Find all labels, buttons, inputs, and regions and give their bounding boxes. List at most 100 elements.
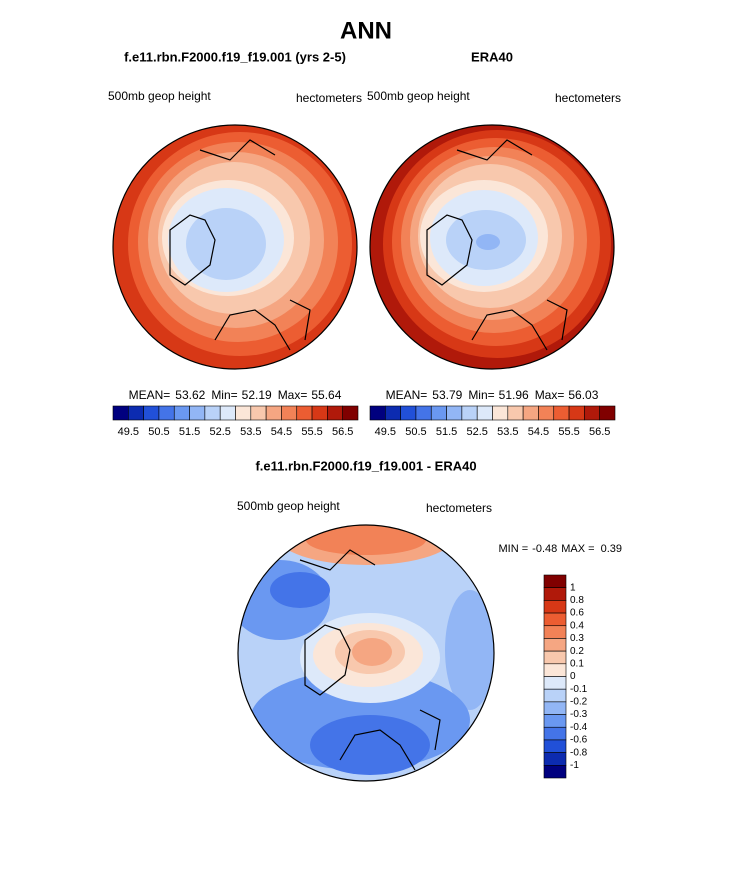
units-label: hectometers — [296, 91, 362, 105]
colorbar-box — [204, 405, 221, 421]
colorbar-box — [543, 714, 567, 728]
panel-title: f.e11.rbn.F2000.f19_f19.001 (yrs 2-5) — [124, 49, 346, 64]
panel-title: ERA40 — [471, 49, 513, 64]
colorbar-label: 50.5 — [405, 426, 426, 438]
stats: MIN = -0.48 MAX = 0.39 — [499, 543, 622, 555]
colorbar-box — [543, 600, 567, 614]
units-label: hectometers — [426, 501, 492, 515]
colorbar-box — [400, 405, 417, 421]
colorbar-box — [543, 739, 567, 753]
panel-title: f.e11.rbn.F2000.f19_f19.001 - ERA40 — [255, 458, 476, 473]
variable-label: 500mb geop height — [108, 89, 211, 103]
stat-label: MIN = — [499, 543, 529, 555]
colorbar-label: -1 — [570, 760, 579, 771]
stat-label: MEAN= — [386, 388, 428, 402]
colorbar-box — [543, 612, 567, 627]
stat-value: 56.03 — [568, 388, 598, 402]
colorbar-box — [415, 405, 432, 421]
colorbar-label: -0.1 — [570, 684, 588, 695]
colorbar-box — [296, 405, 313, 421]
colorbar-label: 52.5 — [209, 426, 230, 438]
stat-label: MAX = — [561, 543, 594, 555]
stats: MEAN= 53.79 Min= 51.96 Max= 56.03 — [386, 388, 599, 402]
colorbar-label: 0.4 — [570, 620, 584, 631]
variable-label: 500mb geop height — [367, 89, 470, 103]
colorbar-label: 0.1 — [570, 658, 584, 669]
colorbar-label: 49.5 — [375, 426, 396, 438]
stat-label: Max= — [535, 388, 565, 402]
colorbar-label: 53.5 — [497, 426, 518, 438]
stat-value: -0.48 — [532, 543, 557, 555]
colorbar-label: 52.5 — [466, 426, 487, 438]
map-right — [369, 124, 615, 370]
colorbar-box — [543, 650, 567, 665]
colorbar-box — [492, 405, 509, 421]
colorbar-box — [430, 405, 447, 421]
stat-value: 55.64 — [311, 388, 341, 402]
colorbar-box — [507, 405, 524, 421]
colorbar-label: 54.5 — [528, 426, 549, 438]
colorbar-label: 55.5 — [558, 426, 579, 438]
colorbar-box — [543, 625, 567, 639]
colorbar-box — [476, 405, 493, 421]
stat-label: Max= — [278, 388, 308, 402]
colorbar-label: 53.5 — [240, 426, 261, 438]
colorbar-box — [158, 405, 175, 421]
colorbar-box — [369, 405, 386, 421]
colorbar-box — [342, 405, 359, 421]
colorbar-box — [543, 676, 567, 690]
colorbar-box — [543, 663, 567, 677]
colorbar-box — [128, 405, 144, 421]
colorbar-box — [250, 405, 267, 421]
colorbar-label: 0.8 — [570, 595, 584, 606]
stat-value: 53.62 — [175, 388, 205, 402]
colorbar-box — [281, 405, 298, 421]
colorbar-box — [173, 405, 190, 421]
colorbar-label: 0.2 — [570, 646, 584, 657]
colorbar-label: 0.3 — [570, 633, 584, 644]
colorbar-label: 0 — [570, 671, 576, 682]
units-label: hectometers — [555, 91, 621, 105]
stat-label: Min= — [211, 388, 237, 402]
colorbar-label: 55.5 — [301, 426, 322, 438]
colorbar-label: -0.8 — [570, 747, 588, 758]
colorbar-box — [189, 405, 206, 421]
colorbar-box — [543, 701, 567, 715]
colorbar-label: 54.5 — [271, 426, 292, 438]
colorbar-box — [522, 405, 539, 421]
colorbar-label: 50.5 — [148, 426, 169, 438]
colorbar-box — [543, 726, 567, 741]
colorbar-label: 56.5 — [332, 426, 353, 438]
colorbar-box — [543, 688, 567, 703]
colorbar-box — [311, 405, 328, 421]
stat-label: Min= — [468, 388, 494, 402]
colorbar-box — [461, 405, 478, 421]
colorbar-box — [219, 405, 236, 421]
colorbar-label: 49.5 — [118, 426, 139, 438]
colorbar-box — [543, 574, 567, 588]
colorbar-box — [112, 405, 129, 421]
colorbar-box — [599, 405, 616, 421]
stats: MEAN= 53.62 Min= 52.19 Max= 55.64 — [129, 388, 342, 402]
colorbar-box — [553, 405, 570, 421]
colorbar-box — [385, 405, 401, 421]
colorbar-label: 0.6 — [570, 608, 584, 619]
colorbar-box — [543, 765, 567, 779]
map-left — [112, 124, 358, 370]
colorbar-label: -0.6 — [570, 735, 588, 746]
stat-value: 52.19 — [242, 388, 272, 402]
stat-value: 53.79 — [432, 388, 462, 402]
colorbar-box — [543, 638, 567, 652]
figure-title: ANN — [340, 17, 392, 44]
colorbar-label: 1 — [570, 582, 576, 593]
colorbar-box — [543, 587, 567, 601]
colorbar-box — [446, 405, 463, 421]
colorbar-box — [543, 752, 567, 766]
colorbar-box — [143, 405, 160, 421]
colorbar-label: -0.4 — [570, 722, 588, 733]
stat-label: MEAN= — [129, 388, 171, 402]
stat-value: 51.96 — [499, 388, 529, 402]
colorbar-box — [327, 405, 343, 421]
variable-label: 500mb geop height — [237, 499, 340, 513]
